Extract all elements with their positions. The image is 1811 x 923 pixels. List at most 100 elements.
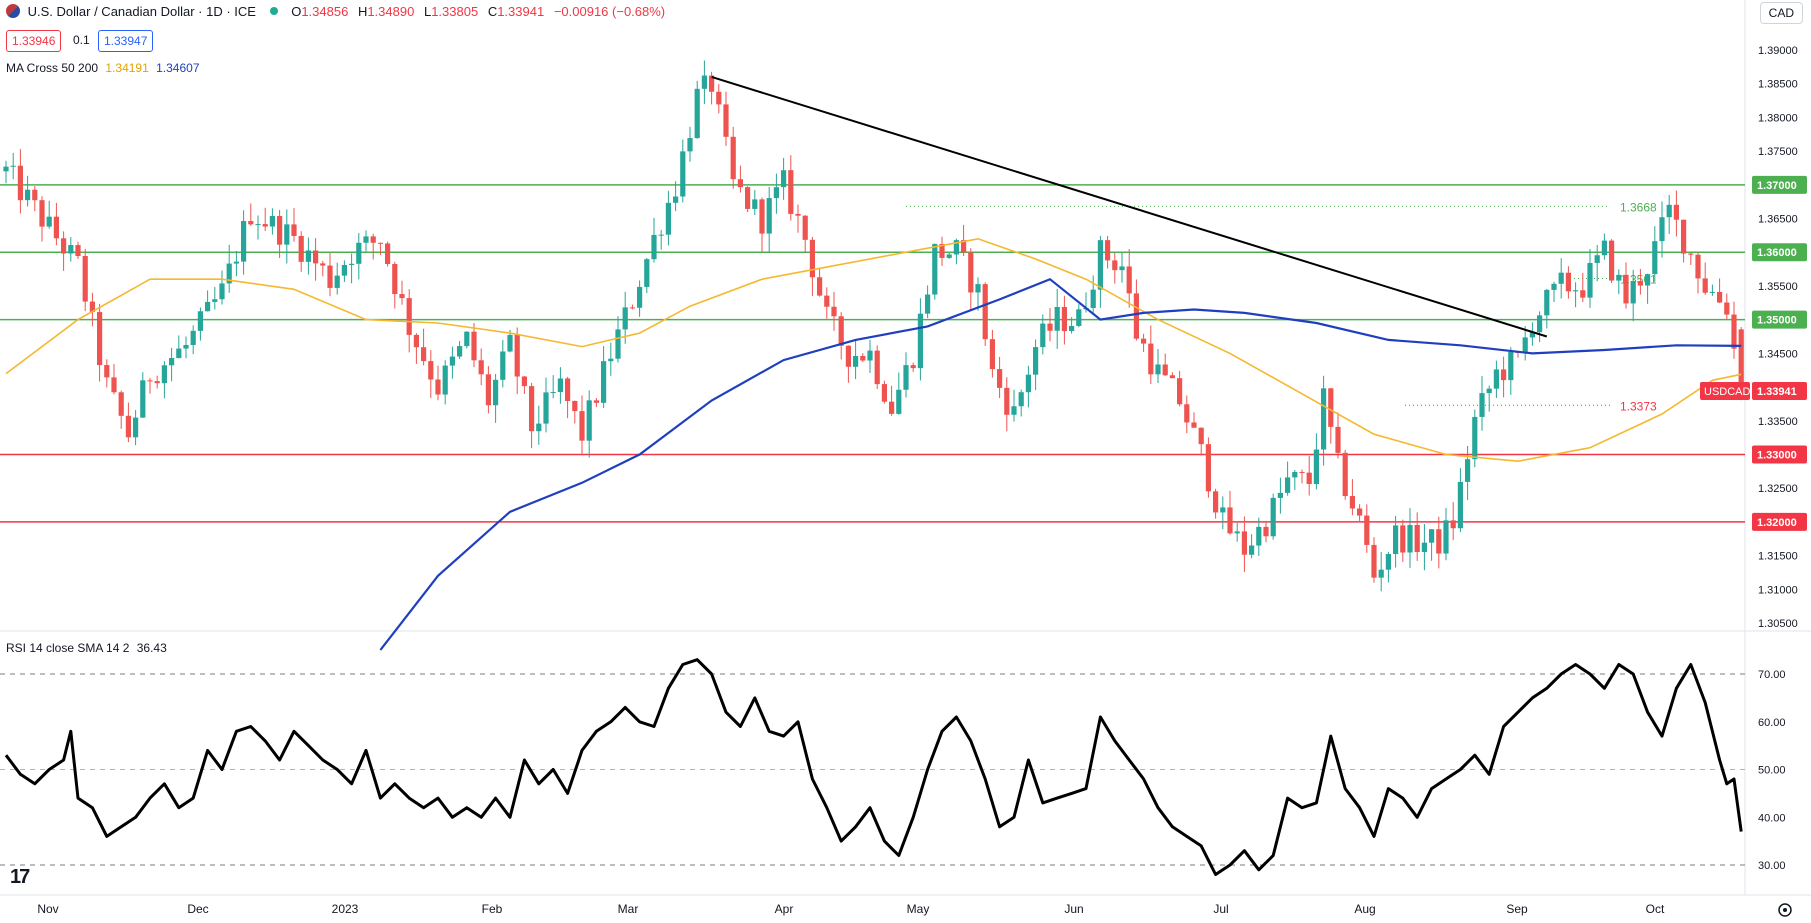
candle-body	[68, 245, 74, 254]
candle-body	[1717, 291, 1723, 303]
level-axis-badge	[1752, 512, 1807, 531]
candle-body	[766, 198, 772, 234]
candle-body	[1018, 392, 1024, 407]
currency-button[interactable]: CAD	[1759, 2, 1803, 24]
rsi-tick-label: 70.00	[1758, 669, 1786, 681]
candle-body	[665, 202, 671, 235]
candle-body	[255, 224, 261, 226]
candle-body	[1450, 520, 1456, 529]
price-tick-label: 1.33500	[1758, 416, 1798, 428]
level-axis-badge	[1752, 445, 1807, 464]
ohlc-close: 1.33941	[497, 4, 545, 19]
ma-cross-legend[interactable]: MA Cross 50 200 1.34191 1.34607	[6, 61, 200, 75]
candle-body	[1645, 274, 1651, 286]
candle-body	[809, 239, 815, 278]
price-tick-label: 1.35500	[1758, 281, 1798, 293]
candle-body	[1285, 477, 1291, 493]
candle-body	[399, 294, 405, 299]
symbol-header: U.S. Dollar / Canadian Dollar · 1D · ICE…	[6, 4, 665, 19]
candle-body	[485, 374, 491, 406]
symbol-price-tag	[1700, 382, 1750, 401]
trendline[interactable]	[711, 76, 1548, 338]
candle-body	[1328, 388, 1334, 427]
candle-body	[161, 365, 167, 384]
candle-body	[464, 331, 470, 347]
last-price-label: 1.33941	[1757, 386, 1797, 398]
symbol-title[interactable]: U.S. Dollar / Canadian Dollar · 1D · ICE	[27, 4, 256, 19]
candle-body	[1054, 307, 1060, 331]
candle-body	[572, 400, 578, 412]
candle-body	[759, 199, 765, 234]
candle-body	[1256, 526, 1262, 546]
price-tick-label: 1.31000	[1758, 584, 1798, 596]
candle-body	[385, 243, 391, 264]
price-tick-label: 1.37500	[1758, 146, 1798, 158]
time-tick-label: May	[907, 902, 930, 916]
candle-body	[565, 378, 571, 401]
candle-body	[629, 307, 635, 309]
candle-body	[471, 331, 477, 361]
candle-body	[1069, 325, 1075, 332]
candle-body	[421, 347, 427, 362]
candle-body	[1133, 293, 1139, 339]
candle-body	[1472, 416, 1478, 460]
candle-body	[133, 417, 139, 438]
rsi-legend[interactable]: RSI 14 close SMA 14 2 36.43	[6, 641, 167, 655]
candle-body	[1076, 309, 1082, 326]
candle-body	[493, 379, 499, 406]
candle-body	[1573, 290, 1579, 292]
candle-body	[507, 334, 513, 352]
candle-body	[1465, 459, 1471, 482]
candle-body	[1486, 388, 1492, 394]
level-axis-label: 1.37000	[1757, 180, 1797, 192]
candle-body	[925, 294, 931, 314]
candle-body	[147, 380, 153, 382]
candle-body	[1162, 364, 1168, 376]
candle-body	[1292, 471, 1298, 478]
candle-body	[1148, 343, 1154, 375]
price-tick-label: 1.39000	[1758, 45, 1798, 57]
price-tick-label: 1.34500	[1758, 348, 1798, 360]
candle-body	[1169, 375, 1175, 379]
candle-body	[939, 243, 945, 258]
candle-body	[1508, 351, 1514, 381]
candle-body	[32, 189, 38, 201]
ma50-line	[5, 237, 1742, 463]
candle-body	[1429, 529, 1435, 543]
candle-body	[97, 312, 103, 366]
candle-body	[284, 224, 290, 245]
candle-body	[1177, 378, 1183, 405]
candle-body	[219, 283, 225, 300]
candle-body	[730, 136, 736, 180]
tradingview-logo[interactable]: 17	[10, 866, 30, 888]
candle-body	[313, 250, 319, 264]
candles	[3, 60, 1744, 592]
ma-cross-label: MA Cross 50 200	[6, 61, 99, 75]
candle-body	[349, 263, 355, 265]
sell-price-button[interactable]: 1.33946	[6, 30, 62, 52]
candle-body	[622, 307, 628, 330]
time-tick-label: Feb	[482, 902, 503, 916]
time-tick-label: Oct	[1646, 902, 1665, 916]
candle-body	[1090, 289, 1096, 309]
candle-body	[1609, 240, 1615, 281]
candle-body	[1652, 241, 1658, 275]
candle-body	[1688, 253, 1694, 255]
candle-body	[1407, 524, 1413, 553]
candle-body	[1544, 289, 1550, 316]
price-tick-label: 1.38500	[1758, 79, 1798, 91]
candle-body	[867, 350, 873, 361]
candle-body	[449, 356, 455, 366]
candle-body	[457, 346, 463, 357]
candle-body	[1537, 315, 1543, 333]
candle-body	[1558, 272, 1564, 284]
ohlc-low-label: L	[423, 4, 432, 19]
candle-body	[1551, 283, 1557, 290]
candle-body	[478, 360, 484, 375]
candle-body	[1105, 240, 1111, 261]
candle-body	[1184, 404, 1190, 423]
candle-body	[903, 365, 909, 390]
settings-gear-icon[interactable]	[1778, 903, 1792, 917]
buy-price-button[interactable]: 1.33947	[98, 30, 154, 52]
